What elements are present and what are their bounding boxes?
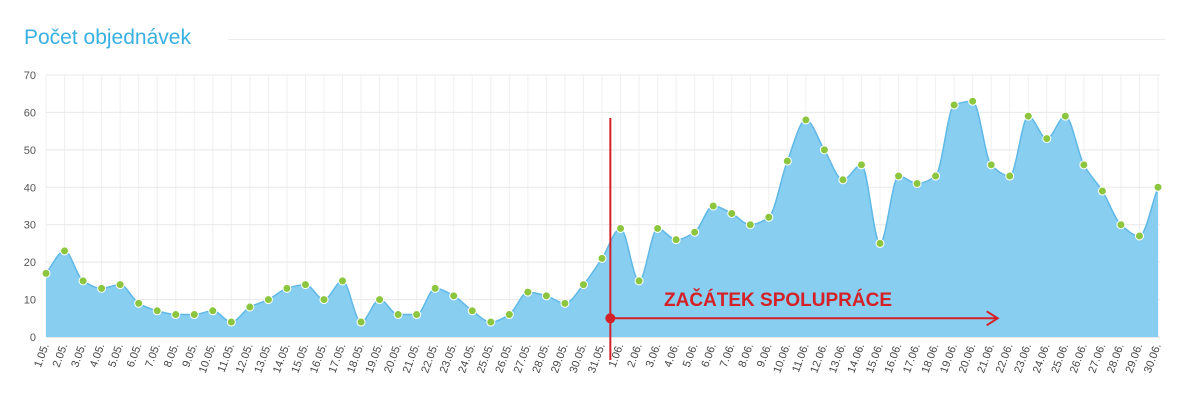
y-tick-label: 0 [30,332,36,344]
data-point[interactable] [1023,111,1033,121]
data-point[interactable] [968,96,978,106]
data-point[interactable] [134,298,144,308]
data-point[interactable] [597,253,607,263]
data-point[interactable] [986,160,996,170]
data-point[interactable] [745,220,755,230]
data-point[interactable] [782,156,792,166]
data-point[interactable] [208,306,218,316]
data-point[interactable] [690,227,700,237]
data-point[interactable] [78,276,88,286]
x-tick-label: 8.06. [736,342,756,369]
data-point[interactable] [97,283,107,293]
data-point[interactable] [504,310,514,320]
data-point[interactable] [486,317,496,327]
x-tick-label: 6.05. [125,342,145,369]
data-point[interactable] [616,223,626,233]
x-tick-label: 9.06. [755,342,775,369]
data-point[interactable] [412,310,422,320]
data-point[interactable] [949,100,959,110]
data-point[interactable] [338,276,348,286]
data-point[interactable] [282,283,292,293]
data-point[interactable] [541,291,551,301]
data-point[interactable] [671,235,681,245]
data-point[interactable] [115,280,125,290]
data-point[interactable] [356,317,366,327]
x-tick-label: 6.06. [699,342,719,369]
x-tick-label: 7.06. [718,342,738,369]
x-tick-label: 5.06. [681,342,701,369]
x-tick-label: 9.05. [180,342,200,369]
data-point[interactable] [708,201,718,211]
data-point[interactable] [1134,231,1144,241]
data-point[interactable] [838,175,848,185]
data-point[interactable] [375,295,385,305]
data-point[interactable] [856,160,866,170]
y-tick-label: 60 [24,107,36,119]
data-point[interactable] [801,115,811,125]
data-point[interactable] [319,295,329,305]
data-point[interactable] [152,306,162,316]
x-tick-label: 3.06. [644,342,664,369]
data-point[interactable] [449,291,459,301]
y-tick-label: 70 [24,70,36,82]
data-point[interactable] [894,171,904,181]
data-point[interactable] [263,295,273,305]
x-tick-label: 30.06. [1142,342,1164,375]
arrow-head-icon [986,310,1000,327]
x-tick-label: 3.05. [69,342,89,369]
data-point[interactable] [764,212,774,222]
data-point[interactable] [171,310,181,320]
data-point[interactable] [189,310,199,320]
data-point[interactable] [467,306,477,316]
data-point[interactable] [931,171,941,181]
data-point[interactable] [226,317,236,327]
x-tick-label: 2.05. [51,342,71,369]
title-divider [228,39,1165,40]
data-point[interactable] [1060,111,1070,121]
data-point[interactable] [1097,186,1107,196]
x-tick-label: 8.05. [162,342,182,369]
x-tick-label: 5.05. [106,342,126,369]
data-point[interactable] [653,223,663,233]
x-tick-label: 7.05. [143,342,163,369]
data-point[interactable] [523,287,533,297]
data-point[interactable] [634,276,644,286]
data-point[interactable] [300,280,310,290]
data-point[interactable] [578,280,588,290]
data-point[interactable] [245,302,255,312]
data-point[interactable] [727,208,737,218]
y-tick-label: 10 [24,295,36,307]
series-area [46,101,1158,337]
data-point[interactable] [1079,160,1089,170]
data-point[interactable] [1116,220,1126,230]
data-point[interactable] [875,238,885,248]
x-tick-label: 4.05. [88,342,108,369]
y-tick-label: 40 [24,182,36,194]
x-tick-label: 2.06. [625,342,645,369]
data-point[interactable] [1005,171,1015,181]
data-point[interactable] [1042,134,1052,144]
data-point[interactable] [60,246,70,256]
y-tick-label: 30 [24,220,36,232]
x-tick-label: 4.06. [662,342,682,369]
x-tick-label: 31.05. [586,342,608,375]
data-point[interactable] [430,283,440,293]
y-tick-label: 20 [24,257,36,269]
data-point[interactable] [393,310,403,320]
data-point[interactable] [1153,182,1163,192]
data-point[interactable] [560,298,570,308]
data-point[interactable] [819,145,829,155]
annotation-label: ZAČÁTEK SPOLUPRÁCE [664,289,892,311]
data-point[interactable] [912,179,922,189]
x-tick-label: 1.05. [32,342,52,369]
y-tick-label: 50 [24,145,36,157]
data-point[interactable] [41,268,51,278]
chart-title: Počet objednávek [24,26,191,49]
cooperation-start-dot [605,313,616,324]
